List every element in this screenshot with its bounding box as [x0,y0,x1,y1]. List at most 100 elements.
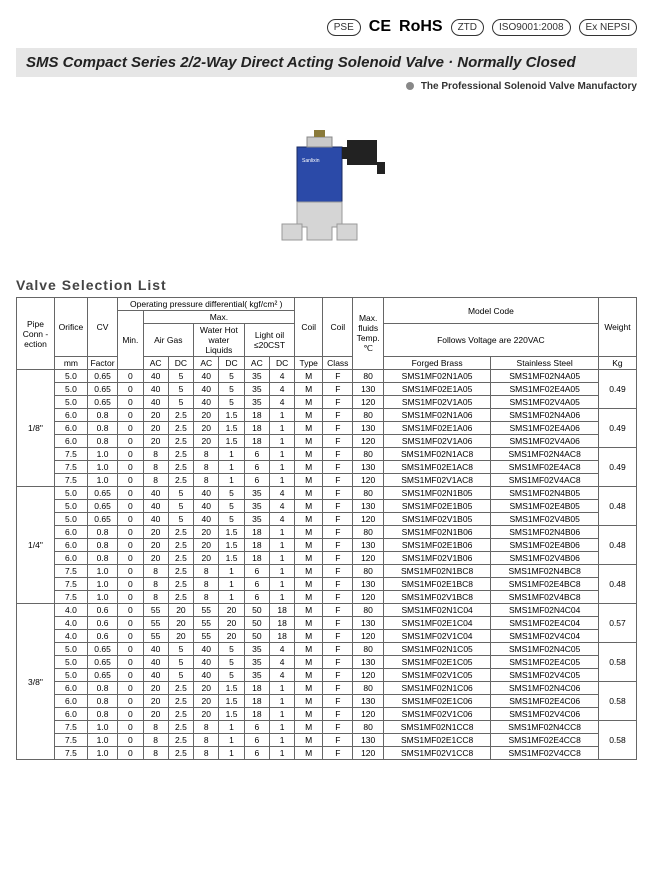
table-row: 6.00.80202.5201.5181MF80SMS1MF02N1B06SMS… [17,526,637,539]
cell-water-ac: 55 [194,604,219,617]
cell-steel: SMS1MF02N4B05 [491,487,599,500]
hdr-ac1: AC [143,357,168,370]
cell-oil-dc: 1 [269,708,294,721]
cell-coil-type: M [295,474,323,487]
cell-orifice: 7.5 [54,578,87,591]
cell-steel: SMS1MF02N4CC8 [491,721,599,734]
cell-brass: SMS1MF02V1C04 [383,630,491,643]
cell-water-ac: 8 [194,448,219,461]
cell-min: 0 [118,513,143,526]
table-row: 7.51.0082.58161MF80SMS1MF02N1AC8SMS1MF02… [17,448,637,461]
cert-ztd: ZTD [451,19,484,36]
cell-oil-dc: 4 [269,643,294,656]
table-row: 6.00.80202.5201.5181MF130SMS1MF02E1B06SM… [17,539,637,552]
cell-water-ac: 40 [194,500,219,513]
hdr-dc2: DC [219,357,244,370]
cell-water-ac: 8 [194,591,219,604]
cell-min: 0 [118,721,143,734]
cell-cv: 1.0 [87,461,117,474]
cell-coil-class: F [323,695,353,708]
table-row: 6.00.80202.5201.5181MF80SMS1MF02N1A06SMS… [17,409,637,422]
cell-air-dc: 5 [168,383,193,396]
cell-coil-class: F [323,370,353,383]
cell-water-ac: 20 [194,552,219,565]
cell-brass: SMS1MF02E1B05 [383,500,491,513]
cell-oil-dc: 18 [269,617,294,630]
cell-brass: SMS1MF02V1A06 [383,435,491,448]
cell-min: 0 [118,682,143,695]
cell-water-dc: 1.5 [219,422,244,435]
cell-coil-type: M [295,721,323,734]
svg-text:Sanlixin: Sanlixin [302,158,320,164]
cell-temp: 130 [353,500,383,513]
cell-coil-type: M [295,695,323,708]
cell-orifice: 7.5 [54,591,87,604]
cell-air-dc: 2.5 [168,461,193,474]
section-title: Valve Selection List [16,277,637,293]
cell-temp: 80 [353,565,383,578]
cell-water-ac: 20 [194,708,219,721]
table-row: 7.51.0082.58161MF120SMS1MF02V1BC8SMS1MF0… [17,591,637,604]
cell-oil-dc: 1 [269,695,294,708]
table-row: 7.51.0082.58161MF130SMS1MF02E1CC8SMS1MF0… [17,734,637,747]
cell-min: 0 [118,734,143,747]
cell-air-ac: 40 [143,396,168,409]
cell-orifice: 4.0 [54,630,87,643]
cell-coil-class: F [323,396,353,409]
cell-cv: 0.65 [87,383,117,396]
cell-cv: 0.8 [87,526,117,539]
cell-pipe: 1/4" [17,487,55,604]
cell-orifice: 6.0 [54,435,87,448]
cell-weight: 0.58 [598,721,636,760]
cell-temp: 130 [353,656,383,669]
cell-water-dc: 5 [219,656,244,669]
cell-brass: SMS1MF02N1AC8 [383,448,491,461]
cell-coil-class: F [323,721,353,734]
cell-air-dc: 5 [168,669,193,682]
cell-coil-type: M [295,643,323,656]
cell-air-ac: 40 [143,643,168,656]
cell-weight: 0.48 [598,565,636,604]
cell-coil-class: F [323,708,353,721]
table-row: 5.00.650405405354MF120SMS1MF02V1A05SMS1M… [17,396,637,409]
cell-coil-type: M [295,552,323,565]
cell-oil-ac: 50 [244,630,269,643]
cell-cv: 0.8 [87,682,117,695]
cell-orifice: 5.0 [54,396,87,409]
cell-steel: SMS1MF02E4C05 [491,656,599,669]
hdr-cv: CV [87,298,117,357]
cell-coil-type: M [295,604,323,617]
cell-air-dc: 2.5 [168,721,193,734]
cell-min: 0 [118,643,143,656]
cell-temp: 130 [353,383,383,396]
cell-coil-type: M [295,669,323,682]
cell-steel: SMS1MF02V4C05 [491,669,599,682]
cell-oil-ac: 50 [244,604,269,617]
cell-orifice: 4.0 [54,617,87,630]
table-row: 5.00.650405405354MF80SMS1MF02N1C05SMS1MF… [17,643,637,656]
cell-water-dc: 5 [219,500,244,513]
cell-air-ac: 55 [143,630,168,643]
cell-coil-type: M [295,500,323,513]
cell-cv: 0.6 [87,604,117,617]
cell-oil-dc: 1 [269,461,294,474]
cell-orifice: 5.0 [54,370,87,383]
cell-air-ac: 8 [143,721,168,734]
cell-oil-ac: 18 [244,708,269,721]
table-row: 5.00.650405405354MF130SMS1MF02E1C05SMS1M… [17,656,637,669]
cell-orifice: 5.0 [54,500,87,513]
cell-temp: 120 [353,669,383,682]
cell-coil-type: M [295,734,323,747]
cell-oil-dc: 4 [269,669,294,682]
cell-temp: 120 [353,630,383,643]
cell-water-ac: 20 [194,422,219,435]
cell-water-ac: 40 [194,487,219,500]
table-row: 5.00.650405405354MF120SMS1MF02V1B05SMS1M… [17,513,637,526]
cell-coil-class: F [323,383,353,396]
bullet-icon [406,82,414,90]
cell-cv: 0.65 [87,513,117,526]
cell-coil-class: F [323,591,353,604]
table-row: 6.00.80202.5201.5181MF80SMS1MF02N1C06SMS… [17,682,637,695]
cell-oil-dc: 1 [269,747,294,760]
cell-min: 0 [118,747,143,760]
